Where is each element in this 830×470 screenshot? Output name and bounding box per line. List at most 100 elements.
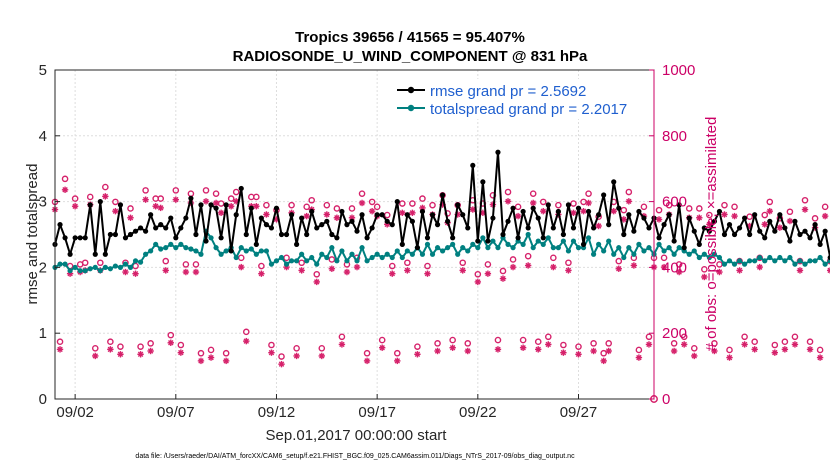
obs-assimilated-stroke [152,203,159,209]
obs-assimilated-point [625,198,633,205]
obs-assimilated-stroke [570,210,577,216]
rmse-point [611,179,617,185]
obs-assimilated-stroke [671,348,677,354]
obs-assimilated-stroke [646,341,652,348]
totalspread-point [570,238,577,244]
totalspread-point [731,261,738,267]
rmse-point [288,212,295,218]
obs-possible-point [107,338,114,346]
rmse-point [817,241,823,247]
obs-assimilated-stroke [369,208,375,214]
rmse-point [183,215,189,221]
left-tick-label: 3 [39,194,47,211]
rmse-point [565,202,572,208]
obs-assimilated-point [630,262,638,269]
obs-possible-point [323,201,331,209]
obs-possible-point [590,340,597,347]
rmse-point [701,225,707,231]
totalspread-point [606,238,612,244]
obs-assimilated-stroke [298,267,305,274]
obs-possible-point [137,343,144,350]
obs-possible-point [499,267,507,275]
totalspread-point [470,241,476,247]
rmse-point [364,235,370,241]
rmse-point [460,212,466,218]
obs-assimilated-point [172,196,180,203]
obs-possible-point [534,338,542,346]
obs-possible-point [801,196,809,204]
rmse-point [792,218,798,224]
rmse-point [248,205,254,211]
rmse-point [676,202,682,208]
obs-possible-point [358,190,366,197]
right-tick-label: 800 [662,128,687,145]
rmse-point [319,222,325,228]
obs-possible-point [293,344,300,352]
totalspread-point [158,246,164,252]
left-tick-label: 4 [39,128,47,145]
totalspread-point [57,261,63,267]
rmse-point [112,231,119,238]
obs-possible-point [791,333,799,341]
obs-possible-point [81,259,89,267]
obs-assimilated-point [660,263,668,271]
obs-possible-point [701,266,708,273]
totalspread-point [590,251,597,257]
totalspread-point [299,251,305,257]
obs-assimilated-stroke [72,203,78,209]
obs-possible-point [786,208,794,216]
obs-assimilated-stroke [379,344,385,351]
totalspread-point [77,268,83,274]
obs-possible-point [781,338,789,346]
obs-assimilated-stroke [595,223,602,229]
obs-possible-point [242,328,250,336]
obs-possible-point [690,344,698,352]
obs-assimilated-stroke [530,200,536,206]
obs-assimilated-point [801,206,809,213]
totalspread-point [419,251,426,257]
rmse-point [299,215,305,221]
totalspread-point [450,241,456,247]
rmse-point [721,231,728,238]
rmse-point [369,225,375,231]
obs-assimilated-point [253,203,260,210]
rmse-point [646,225,652,231]
obs-assimilated-stroke [364,358,370,364]
obs-assimilated-stroke [399,210,406,216]
obs-assimilated-stroke [354,264,360,270]
obs-assimilated-point [786,217,794,225]
obs-assimilated-stroke [137,351,144,358]
rmse-point [283,231,290,238]
totalspread-point [716,254,723,261]
obs-assimilated-stroke [459,267,466,274]
obs-assimilated-stroke [585,200,592,206]
obs-possible-point [388,262,396,270]
obs-assimilated-point [212,199,220,207]
obs-possible-point [207,346,215,354]
obs-assimilated-point [56,346,64,353]
obs-assimilated-stroke [208,354,214,361]
obs-assimilated-stroke [631,262,637,269]
rmse-point [158,222,164,228]
rmse-point [344,222,350,228]
rmse-point [314,225,320,231]
obs-assimilated-point [605,347,612,355]
rmse-point [329,231,335,238]
obs-assimilated-stroke [359,200,365,206]
rmse-point [767,218,773,224]
rmse-point [580,241,587,247]
rmse-point [450,235,456,241]
obs-assimilated-stroke [756,264,763,270]
obs-assimilated-stroke [565,267,572,274]
totalspread-point [545,235,551,241]
obs-assimilated-stroke [726,354,733,361]
rmse-point [168,215,174,221]
obs-assimilated-point [635,354,643,361]
obs-assimilated-stroke [545,341,552,348]
obs-assimilated-point [227,203,235,210]
totalspread-point [711,251,718,257]
right-tick-label: 1000 [662,62,695,79]
rmse-point [621,231,627,238]
totalspread-point [132,258,139,264]
